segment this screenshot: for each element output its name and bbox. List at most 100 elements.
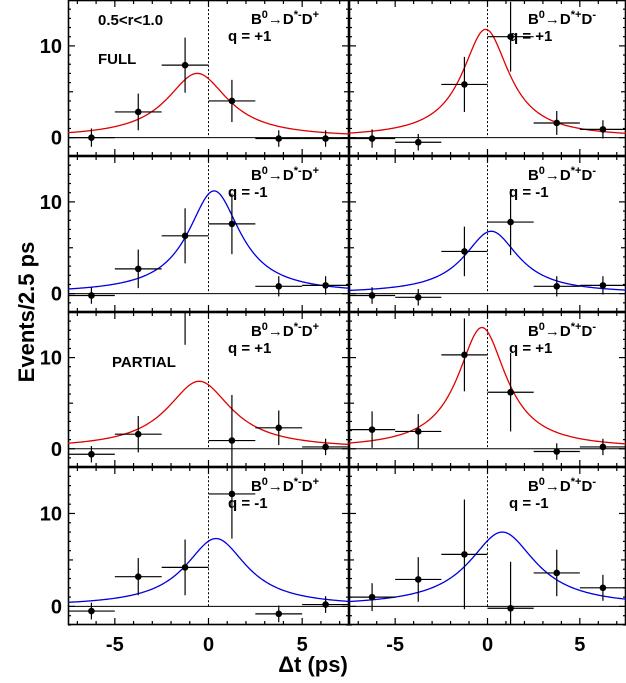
data-point	[322, 443, 329, 451]
channel-d1: D	[560, 167, 571, 184]
axis-ticks	[68, 311, 349, 468]
channel-d1-sup: *+	[571, 165, 582, 177]
channel-b: B	[528, 167, 539, 184]
data-point	[134, 108, 142, 116]
fit-curve	[68, 190, 349, 290]
channel-arrow: →	[545, 167, 560, 184]
data-point	[368, 593, 376, 601]
channel-d1-sup: *+	[571, 9, 582, 21]
channel-d1-sup: *-	[294, 9, 302, 21]
channel-d1: D	[283, 323, 294, 340]
data-point	[461, 248, 468, 255]
channel-arrow: →	[268, 323, 283, 340]
channel-b-sup: 0	[262, 165, 268, 177]
panel-6: B0→D*+D-q = +1	[348, 311, 626, 468]
data-point	[322, 135, 329, 142]
data-point	[134, 573, 142, 580]
data-points	[68, 301, 349, 467]
data-point	[181, 61, 189, 69]
data-point	[88, 134, 95, 141]
data-point	[599, 443, 607, 451]
channel-d2-sup: -	[592, 476, 596, 488]
channel-d2: D	[581, 478, 592, 495]
channel-d2-sup: +	[313, 321, 319, 333]
fit-curve	[349, 531, 626, 603]
data-point	[507, 218, 514, 226]
data-point	[181, 564, 189, 571]
x-tick-label: 0	[482, 634, 493, 656]
data-point	[275, 135, 283, 142]
data-point	[275, 424, 283, 432]
channel-arrow: →	[545, 478, 560, 495]
charge-label: q = -1	[228, 184, 268, 201]
channel-d2: D	[302, 11, 313, 28]
data-point	[228, 490, 236, 498]
x-tick-label: -5	[386, 634, 404, 656]
data-point	[322, 282, 329, 289]
channel-d1: D	[560, 323, 571, 340]
channel-b: B	[251, 323, 262, 340]
data-point	[507, 604, 514, 612]
fit-curve	[68, 72, 349, 135]
channel-arrow: →	[545, 11, 560, 28]
x-tick-labels: -5 0 5 -5 0 5	[106, 634, 585, 656]
y-axis-title: Events/2.5 ps	[14, 242, 39, 383]
y-tick-label: 0	[51, 439, 62, 461]
channel-d2: D	[302, 323, 313, 340]
data-point	[275, 283, 283, 290]
data-point	[553, 283, 561, 290]
channel-b: B	[528, 323, 539, 340]
charge-label: q = +1	[228, 340, 271, 357]
channel-arrow: →	[268, 167, 283, 184]
channel-d1: D	[283, 11, 294, 28]
data-point	[461, 351, 468, 359]
fit-curve	[68, 537, 349, 603]
data-point	[507, 33, 514, 41]
data-points	[68, 37, 349, 147]
data-point	[414, 576, 422, 583]
fit-curve	[68, 380, 349, 446]
data-points	[349, 1, 626, 151]
channel-d1-sup: *-	[294, 165, 302, 177]
charge-label: q = +1	[228, 28, 271, 45]
channel-label: B0→D*+D-	[528, 476, 596, 495]
y-tick-label: 10	[40, 192, 62, 214]
panel-3: B0→D*-D+q = -1	[67, 155, 350, 313]
data-point	[368, 135, 376, 142]
data-points	[349, 499, 626, 625]
data-points	[68, 467, 349, 623]
data-point	[414, 294, 422, 301]
data-point	[507, 388, 514, 396]
channel-d1: D	[283, 478, 294, 495]
y-tick-label: 10	[40, 503, 62, 525]
data-point	[181, 232, 189, 240]
data-point	[134, 430, 142, 438]
data-point	[88, 450, 95, 458]
data-point	[599, 126, 607, 133]
channel-arrow: →	[268, 11, 283, 28]
channel-label: B0→D*-D+	[251, 9, 319, 28]
data-point	[88, 607, 95, 615]
panel-7: B0→D*-D+q = -1	[67, 466, 350, 626]
channel-d2-sup: +	[313, 165, 319, 177]
data-point	[134, 265, 142, 273]
channel-d2: D	[581, 323, 592, 340]
data-point	[553, 448, 561, 455]
channel-b-sup: 0	[539, 165, 545, 177]
charge-label: q = +1	[509, 340, 552, 357]
channel-b: B	[251, 478, 262, 495]
y-tick-label: 10	[40, 36, 62, 58]
data-point	[182, 301, 189, 308]
data-points	[349, 318, 626, 460]
data-point	[553, 119, 561, 127]
data-point	[461, 551, 468, 558]
channel-d2: D	[302, 167, 313, 184]
data-point	[553, 569, 561, 577]
y-tick-labels: 0 10 0 10 0 10 0 10	[40, 36, 62, 619]
channel-label: B0→D*+D-	[528, 321, 596, 340]
channel-label: B0→D*+D-	[528, 9, 596, 28]
fit-curve	[349, 326, 626, 445]
data-point	[368, 426, 376, 433]
